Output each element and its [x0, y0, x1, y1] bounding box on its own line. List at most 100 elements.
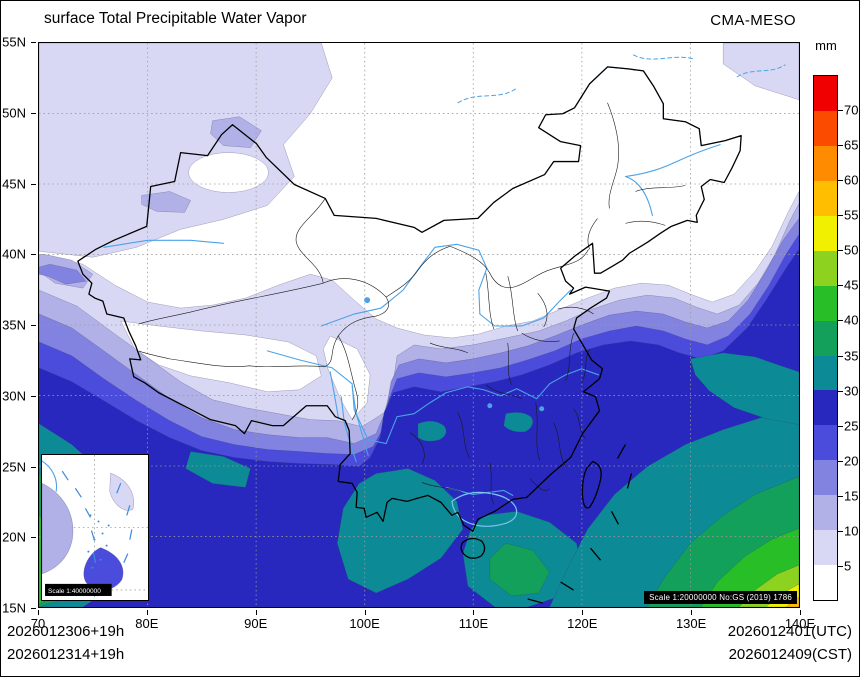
x-tick-label: 100E: [349, 616, 380, 631]
colorbar-level-label: 35: [844, 348, 859, 364]
pwv-contour-map: Scale 1:40000000 Scale 1:20000000 No:GS …: [38, 42, 800, 608]
y-tick-label: 35N: [2, 317, 26, 333]
y-tick: [31, 608, 36, 609]
x-axis: 70 80E 90E 100E 110E 120E 130E 140E: [31, 610, 815, 634]
yunnan-parallel-rivers: [329, 371, 369, 463]
colorbar-segment: [814, 460, 837, 496]
colorbar-level-label: 55: [844, 207, 859, 223]
filled-contours: [39, 43, 799, 607]
inset-nine-dash-line: [61, 470, 133, 563]
colorbar-tick: [838, 355, 843, 357]
far-north-rivers: [457, 54, 786, 104]
qinghai-lake: [364, 297, 371, 304]
colorbar-segment: [814, 565, 837, 601]
y-tick-label: 20N: [2, 529, 26, 545]
inset-coastline: [42, 460, 58, 492]
colorbar-segment: [814, 180, 837, 216]
x-tick-label: 110E: [458, 616, 489, 631]
colorbar-tick: [838, 565, 843, 567]
page-title: surface Total Precipitable Water Vapor: [44, 10, 307, 27]
x-tick: [146, 610, 148, 615]
colorbar-segment: [814, 76, 837, 111]
colorbar-level-label: 15: [844, 488, 859, 504]
x-tick: [255, 610, 257, 615]
colorbar-tick: [838, 145, 843, 147]
inset-scale-box: [45, 583, 112, 596]
valid-time-utc: 2026012401(UTC): [727, 623, 852, 640]
colorbar-segment: [814, 285, 837, 321]
init-time-utc: 2026012306+19h: [7, 623, 125, 640]
colorbar-level-label: 60: [844, 172, 859, 188]
x-tick: [473, 610, 475, 615]
y-tick-label: 40N: [2, 246, 26, 262]
y-tick-label: 55N: [2, 34, 26, 50]
x-tick-label: 90E: [244, 616, 268, 631]
y-tick: [31, 395, 36, 397]
nine-dash-line-segments: [133, 444, 633, 604]
colorbar-segment: [814, 355, 837, 391]
y-tick-label: 15N: [2, 600, 26, 616]
colorbar-level-label: 50: [844, 242, 859, 258]
colorbar-tick: [838, 530, 843, 532]
coastal-contour-ring: [451, 491, 518, 527]
colorbar-level-label: 5: [844, 558, 852, 574]
x-tick-label: 120E: [567, 616, 598, 631]
y-tick: [31, 466, 36, 468]
hainan-island: [460, 537, 486, 559]
colorbar-tick: [838, 425, 843, 427]
colorbar-segment: [814, 390, 837, 426]
colorbar-level-label: 20: [844, 453, 859, 469]
colorbar-tick: [838, 215, 843, 217]
colorbar-scale: [813, 75, 838, 601]
forecast-valid-times: 2026012401(UTC) 2026012409(CST): [728, 620, 852, 666]
colorbar-segment: [814, 110, 837, 146]
colorbar-level-label: 30: [844, 383, 859, 399]
colorbar-segment: [814, 495, 837, 531]
colorbar-tick: [838, 320, 843, 322]
y-tick-label: 45N: [2, 176, 26, 191]
colorbar: mm 70 65 60 55 50 45 40 35 30 25 20 15 10 5: [806, 36, 860, 640]
colorbar-tick: [838, 495, 843, 497]
x-tick-label: 80E: [135, 616, 159, 631]
colorbar-segment: [814, 425, 837, 461]
y-tick: [31, 325, 36, 326]
colorbar-segment: [814, 250, 837, 286]
x-tick: [364, 610, 366, 615]
x-tick: [800, 610, 801, 615]
colorbar-level-label: 70: [844, 102, 859, 118]
x-tick: [691, 610, 693, 615]
colorbar-tick: [838, 250, 843, 252]
x-tick-label: 130E: [675, 616, 707, 631]
y-tick: [31, 537, 36, 539]
y-tick: [31, 112, 36, 114]
rivers: [103, 54, 786, 527]
y-tick-label: 50N: [2, 105, 26, 121]
y-tick: [31, 42, 36, 43]
tarim-river: [103, 239, 225, 248]
yellow-river: [320, 243, 572, 327]
colorbar-tick: [838, 180, 843, 182]
x-tick: [38, 610, 39, 615]
colorbar-segment: [814, 320, 837, 356]
inset-map-svg: Scale 1:40000000: [42, 455, 148, 600]
forecast-init-times: 2026012306+19h 2026012314+19h: [7, 620, 124, 666]
colorbar-level-label: 65: [844, 137, 859, 153]
y-tick: [31, 254, 36, 256]
model-name: CMA-MESO: [710, 12, 796, 29]
x-tick: [582, 610, 584, 615]
valid-time-cst: 2026012409(CST): [728, 646, 852, 663]
colorbar-tick: [838, 285, 843, 287]
y-axis: 55N 50N 45N 40N 35N 30N 25N 20N 15N: [0, 35, 36, 616]
colorbar-tick: [838, 460, 843, 462]
south-china-sea-inset: Scale 1:40000000: [41, 454, 149, 601]
colorbar-level-label: 25: [844, 418, 859, 434]
poyang-lake: [539, 406, 545, 412]
y-tick: [31, 183, 36, 185]
province-boundaries: [138, 102, 686, 505]
colorbar-level-label: 10: [844, 523, 859, 539]
map-scale-label: Scale 1:20000000 No:GS (2019) 1786: [644, 591, 797, 604]
colorbar-unit: mm: [815, 38, 837, 53]
colorbar-tick: [838, 390, 843, 392]
china-mainland-outline: [77, 66, 742, 532]
national-border: [77, 66, 742, 559]
